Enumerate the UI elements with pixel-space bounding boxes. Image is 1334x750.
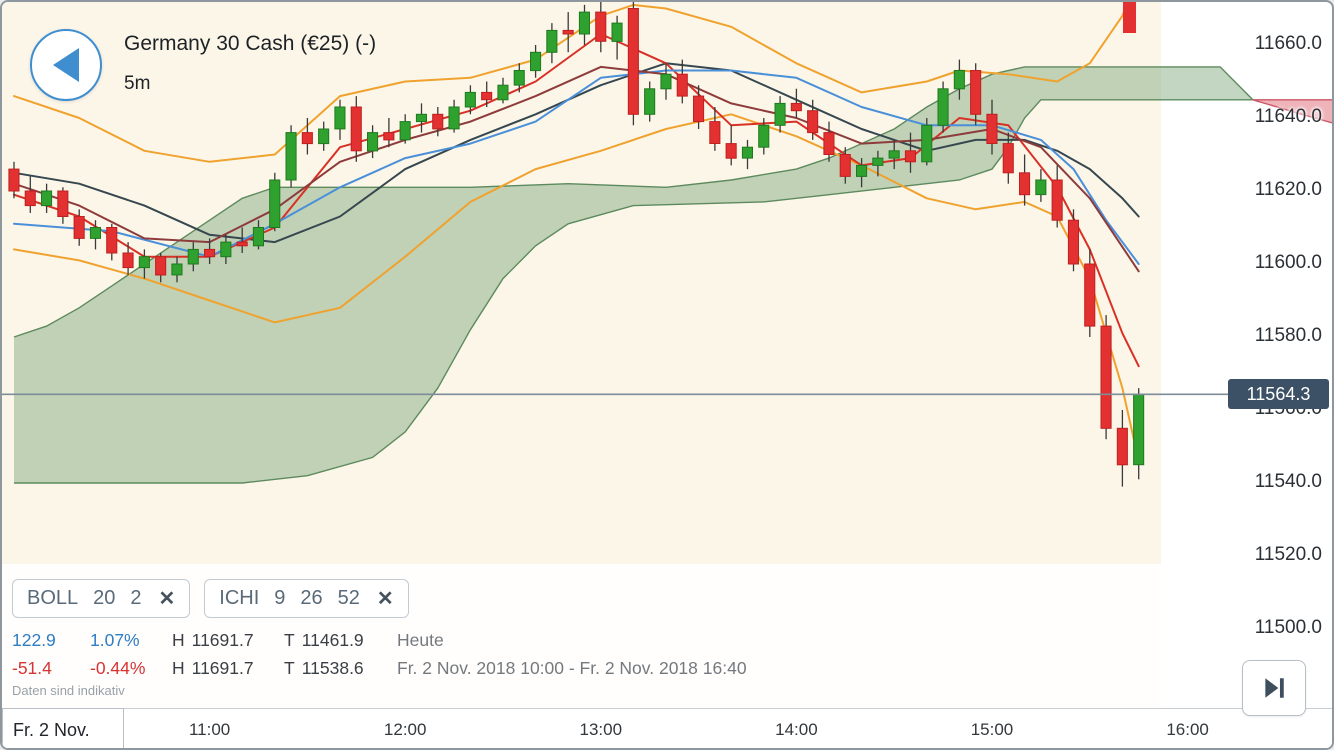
time-axis-label: 15:00 (970, 720, 1014, 739)
session-stats: 122.9 1.07% H 11691.7 T 11461.9 Heute -51.… (12, 626, 747, 682)
chip-param: 26 (300, 587, 323, 609)
back-icon (53, 48, 79, 82)
time-axis-label: 14:00 (775, 720, 818, 739)
disclaimer-text: Daten sind indikativ (12, 683, 125, 698)
indicator-chips: BOLL 20 2 ✕ ICHI 9 26 52 ✕ (12, 579, 409, 618)
high-value: 11691.7 (191, 629, 254, 650)
skip-to-latest-button[interactable] (1242, 660, 1306, 716)
indicator-chip-ichi[interactable]: ICHI 9 26 52 ✕ (204, 579, 409, 618)
high-label: H (172, 629, 185, 650)
chip-param: 52 (337, 587, 360, 609)
stats-row-range: -51.4 -0.44% H 11691.7 T 11538.6 Fr. 2 Nov… (12, 654, 747, 682)
close-icon[interactable]: ✕ (158, 588, 176, 610)
chip-param: 9 (274, 587, 286, 609)
chip-param: 20 (93, 587, 116, 609)
chip-param: 2 (130, 587, 142, 609)
period-label: Heute (397, 629, 444, 650)
high-value: 11691.7 (191, 657, 254, 678)
low-value: 11538.6 (301, 657, 364, 678)
timeframe-label[interactable]: 5m (124, 73, 151, 94)
skip-forward-icon (1265, 678, 1284, 698)
high-label: H (172, 657, 185, 678)
time-axis-label: 11:00 (188, 720, 231, 739)
back-button[interactable] (30, 29, 102, 101)
time-axis-label: 12:00 (383, 720, 427, 739)
low-label: T (284, 657, 295, 678)
change-value: -51.4 (12, 657, 52, 678)
change-percent: 1.07% (90, 629, 140, 650)
low-label: T (284, 629, 295, 650)
time-axis-date-cell: Fr. 2 Nov. (2, 708, 124, 748)
close-icon[interactable]: ✕ (376, 588, 394, 610)
time-axis-label: 16:00 (1166, 720, 1209, 739)
chip-label: BOLL (27, 587, 79, 609)
stats-row-today: 122.9 1.07% H 11691.7 T 11461.9 Heute (12, 626, 747, 654)
indicator-chip-boll[interactable]: BOLL 20 2 ✕ (12, 579, 191, 618)
period-range: Fr. 2 Nov. 2018 10:00 - Fr. 2 Nov. 2018 … (397, 657, 747, 678)
change-percent: -0.44% (90, 657, 146, 678)
change-value: 122.9 (12, 629, 56, 650)
page-title: Germany 30 Cash (€25) (-) (124, 32, 377, 55)
time-axis-label: 13:00 (579, 720, 623, 739)
time-axis: Fr. 2 Nov. 11:00 12:00 13:00 14:00 15:00 16:0… (2, 708, 1332, 748)
low-value: 11461.9 (301, 629, 364, 650)
chip-label: ICHI (219, 587, 260, 609)
